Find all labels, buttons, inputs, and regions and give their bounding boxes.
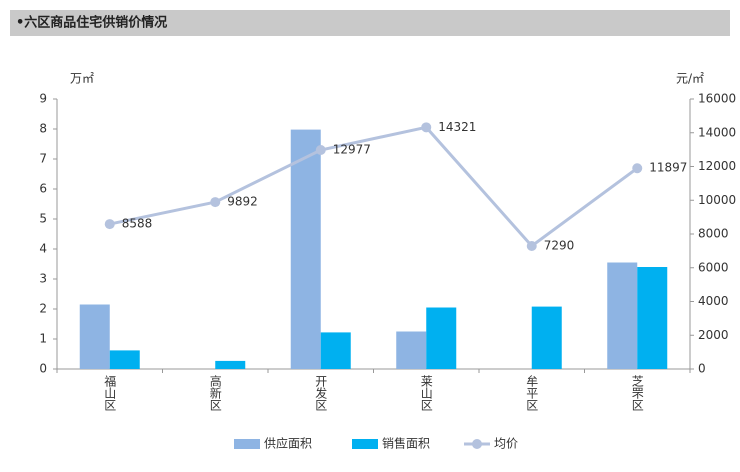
y-tick-label: 0 — [39, 362, 47, 376]
y-tick-label: 6 — [39, 182, 47, 196]
y2-tick-label: 6000 — [698, 260, 729, 274]
bar — [607, 262, 638, 369]
y2-tick-label: 10000 — [698, 193, 736, 207]
legend-label: 销售面积 — [382, 436, 430, 451]
y-tick-label: 4 — [39, 242, 47, 256]
y2-tick-label: 12000 — [698, 159, 736, 173]
data-label: 8588 — [122, 217, 153, 231]
point — [632, 163, 643, 174]
bar — [531, 306, 562, 369]
y2-tick-label: 0 — [698, 362, 706, 376]
point — [210, 197, 221, 208]
point — [421, 122, 432, 133]
bar — [320, 332, 351, 369]
bar — [396, 331, 427, 369]
bar — [637, 267, 668, 369]
bar — [79, 304, 110, 369]
point — [104, 219, 115, 230]
point — [315, 145, 326, 156]
y-tick-label: 8 — [39, 122, 47, 136]
y-tick-label: 9 — [39, 92, 47, 106]
legend-swatch — [472, 439, 482, 449]
x-tick-label: 牟平区 — [525, 374, 539, 411]
x-tick-label: 芝罘区 — [630, 374, 644, 411]
x-tick-label: 高新区 — [208, 374, 222, 411]
x-tick-label: 开发区 — [314, 375, 328, 411]
data-label: 12977 — [333, 143, 371, 157]
y2-tick-label: 16000 — [698, 92, 736, 106]
y2-tick-label: 4000 — [698, 294, 729, 308]
legend-label: 供应面积 — [264, 436, 312, 451]
y2-tick-label: 2000 — [698, 328, 729, 342]
y2-tick-label: 8000 — [698, 227, 729, 241]
y2-tick-label: 14000 — [698, 125, 736, 139]
legend-swatch — [234, 439, 260, 449]
y-tick-label: 2 — [39, 302, 47, 316]
legend-swatch — [352, 439, 378, 449]
data-label: 11897 — [649, 161, 687, 175]
point — [526, 240, 537, 251]
y2-axis-label: 元/㎡ — [676, 72, 704, 86]
data-label: 7290 — [544, 238, 575, 252]
y-tick-label: 1 — [39, 332, 47, 346]
bar — [109, 350, 140, 369]
y-axis-label: 万㎡ — [70, 72, 94, 86]
y-tick-label: 5 — [39, 212, 47, 226]
bar — [426, 307, 457, 369]
chart-title: •六区商品住宅供销价情况 — [16, 15, 167, 31]
x-tick-label: 福山区 — [103, 374, 117, 411]
title-banner — [10, 10, 730, 36]
line — [109, 125, 639, 249]
bar — [290, 129, 321, 369]
legend-label: 均价 — [494, 437, 518, 451]
data-label: 9892 — [227, 195, 258, 209]
x-tick-label: 莱山区 — [419, 375, 433, 411]
bar — [215, 360, 246, 369]
y-tick-label: 3 — [39, 272, 47, 286]
data-label: 14321 — [438, 120, 476, 134]
y-tick-label: 7 — [39, 152, 47, 166]
